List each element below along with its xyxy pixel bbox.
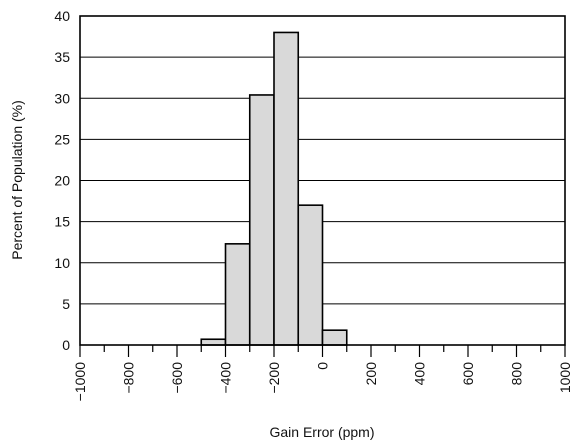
x-tick-label: −200 [266,362,282,394]
x-tick-label: −400 [218,362,234,394]
x-tick-label: 800 [509,362,525,386]
y-tick-label: 20 [54,173,70,189]
y-tick-label: 0 [62,337,70,353]
x-tick-label: −800 [121,362,137,394]
x-axis-title: Gain Error (ppm) [269,424,374,440]
tick-labels: 0 5 10 15 20 25 30 35 40 −1000 −800 −600 −400 −200 0 20… [54,8,573,401]
y-tick-label: 5 [62,296,70,312]
y-tick-label: 25 [54,131,70,147]
histogram-bar [248,94,275,346]
x-tick-label: −600 [169,362,185,394]
axis-ticks [79,345,566,357]
histogram-bar [224,243,251,346]
x-tick-label: 200 [363,362,379,386]
y-tick-label: 15 [54,214,70,230]
histogram-bar [273,31,300,346]
bars [200,31,348,346]
plot-frame [79,15,566,346]
x-tick-label: 600 [460,362,476,386]
histogram-bar [200,338,227,346]
x-tick-label: 400 [412,362,428,386]
histogram-bar [321,329,348,346]
x-tick-label: −1000 [72,362,88,402]
y-axis-title: Percent of Population (%) [9,100,25,260]
x-tick-label: 1000 [557,362,573,393]
histogram-bar [297,204,324,346]
y-tick-label: 40 [54,8,70,24]
y-tick-label: 35 [54,49,70,65]
x-tick-label: 0 [315,362,331,370]
y-tick-label: 10 [54,255,70,271]
y-tick-label: 30 [54,90,70,106]
